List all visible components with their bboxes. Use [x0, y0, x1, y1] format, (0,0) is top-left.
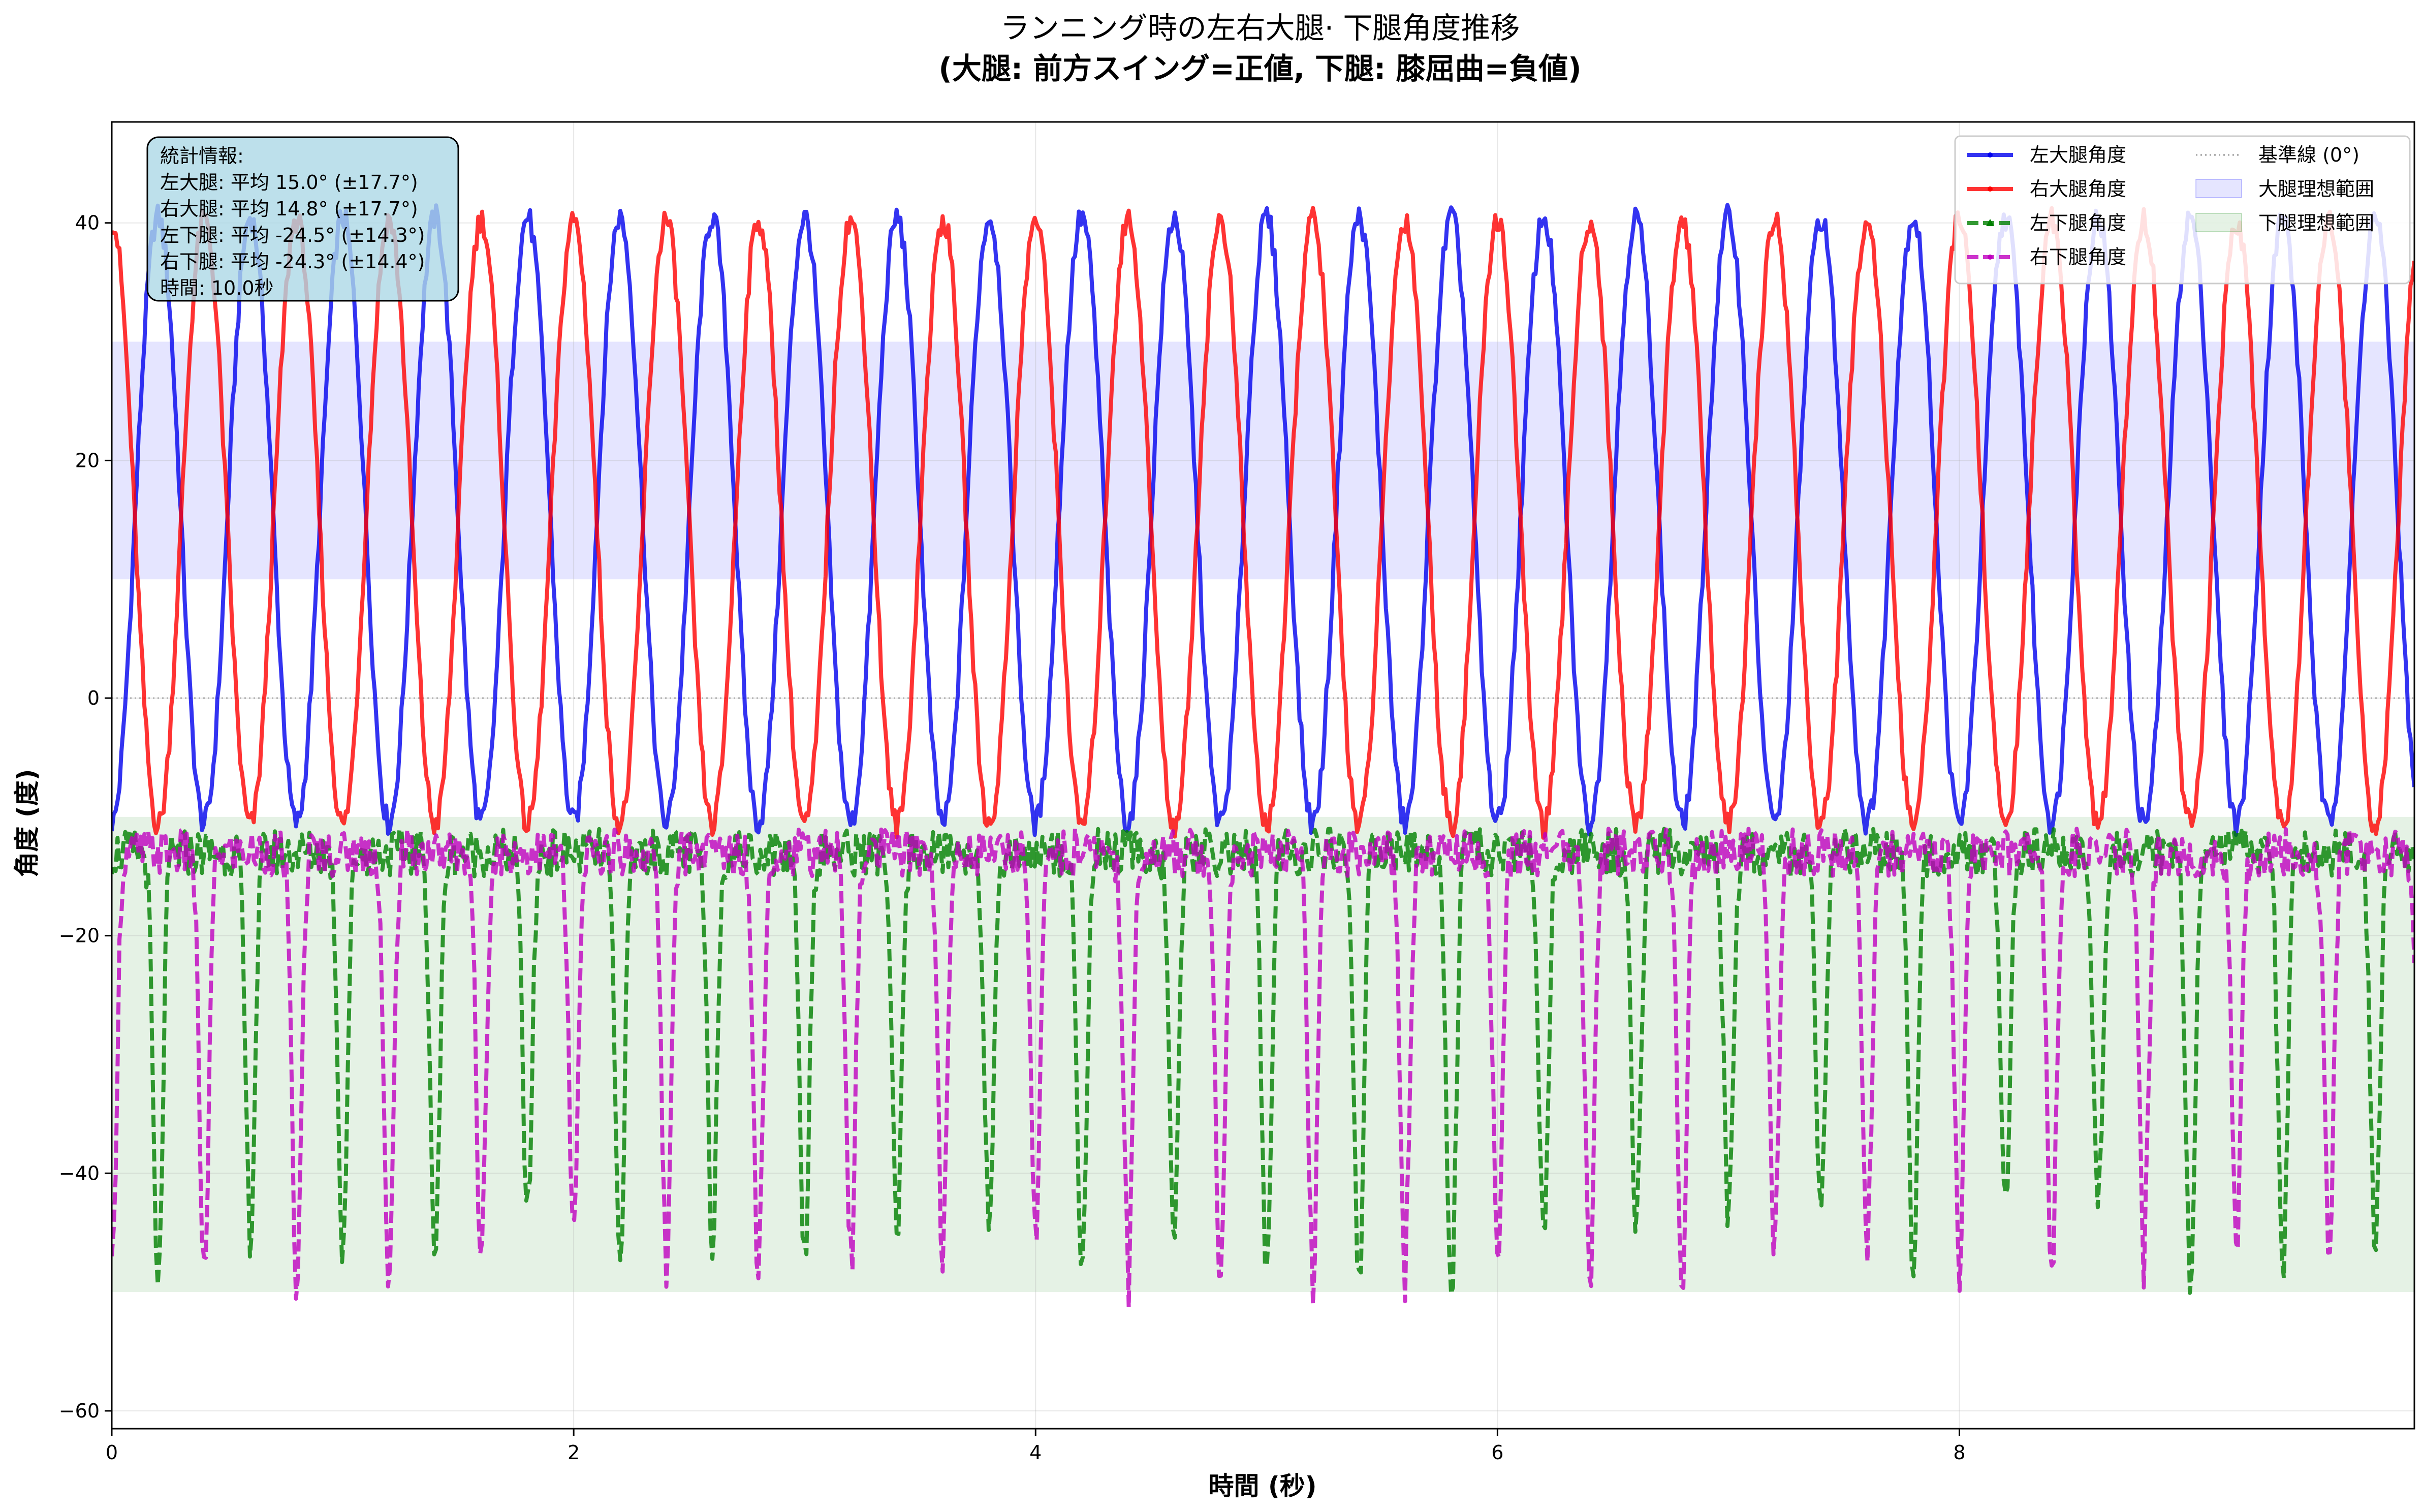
legend-label-thigh-band: 大腿理想範囲 [2258, 178, 2374, 200]
y-tick-label: 0 [87, 687, 100, 709]
x-tick-label: 0 [106, 1441, 118, 1464]
stats-box: 統計情報: 左大腿: 平均 15.0° (±17.7°) 右大腿: 平均 14.… [146, 136, 459, 302]
legend: 左大腿角度 右大腿角度 左下腿角度 右下腿角度 基準線 (0°) 大腿理想範囲 … [1954, 135, 2411, 285]
series-line-1 [112, 203, 2414, 837]
x-axis-label: 時間 (秒) [1208, 1471, 1316, 1501]
x-tick-label: 2 [568, 1441, 580, 1464]
y-tick-label: −60 [59, 1400, 100, 1422]
legend-label-left-thigh: 左大腿角度 [2030, 144, 2126, 166]
stats-line: 時間: 10.0秒 [160, 277, 274, 299]
chart-subtitle: (大腿: 前方スイング=正値, 下腿: 膝屈曲=負値) [938, 51, 1581, 86]
stats-line: 右大腿: 平均 14.8° (±17.7°) [160, 198, 418, 220]
legend-marker-right-shank [1988, 255, 1993, 260]
x-tick-label: 8 [1953, 1441, 1965, 1464]
legend-label-shank-band: 下腿理想範囲 [2258, 212, 2374, 234]
legend-swatch-thigh-band [2195, 179, 2242, 198]
y-axis-label: 角度 (度) [12, 769, 42, 877]
legend-background [1954, 135, 2411, 285]
y-tick-label: −20 [59, 925, 100, 947]
legend-marker-left-shank [1986, 219, 1994, 226]
legend-label-left-shank: 左下腿角度 [2030, 212, 2126, 234]
stats-line: 左大腿: 平均 15.0° (±17.7°) [160, 171, 418, 194]
y-tick-label: −40 [59, 1162, 100, 1184]
series-line-4 [112, 827, 2414, 1310]
legend-label-baseline: 基準線 (0°) [2258, 144, 2359, 166]
y-tick-label: 40 [75, 212, 100, 234]
stats-heading: 統計情報: [160, 145, 244, 167]
stats-line: 左下腿: 平均 -24.5° (±14.3°) [160, 224, 425, 246]
legend-swatch-shank-band [2195, 213, 2242, 232]
series-line-3 [112, 827, 2414, 1296]
legend-label-right-shank: 右下腿角度 [2030, 246, 2126, 268]
stats-box-background [146, 136, 459, 302]
plot-area: 0 2 4 6 8 −60 −40 −20 0 20 40 [59, 121, 2415, 1464]
x-tick-label: 6 [1491, 1441, 1503, 1464]
series-line-2 [112, 206, 2414, 840]
stats-line: 右下腿: 平均 -24.3° (±14.4°) [160, 250, 425, 273]
chart-title: ランニング時の左右大腿· 下腿角度推移 [1000, 11, 1520, 45]
plot-frame [111, 121, 2415, 1430]
legend-marker-left-thigh [1988, 152, 1993, 158]
ideal-range-band [112, 816, 2414, 1293]
legend-marker-right-thigh [1988, 186, 1993, 192]
x-tick-label: 4 [1029, 1441, 1042, 1464]
legend-label-right-thigh: 右大腿角度 [2030, 178, 2126, 200]
y-tick-label: 20 [75, 449, 100, 471]
